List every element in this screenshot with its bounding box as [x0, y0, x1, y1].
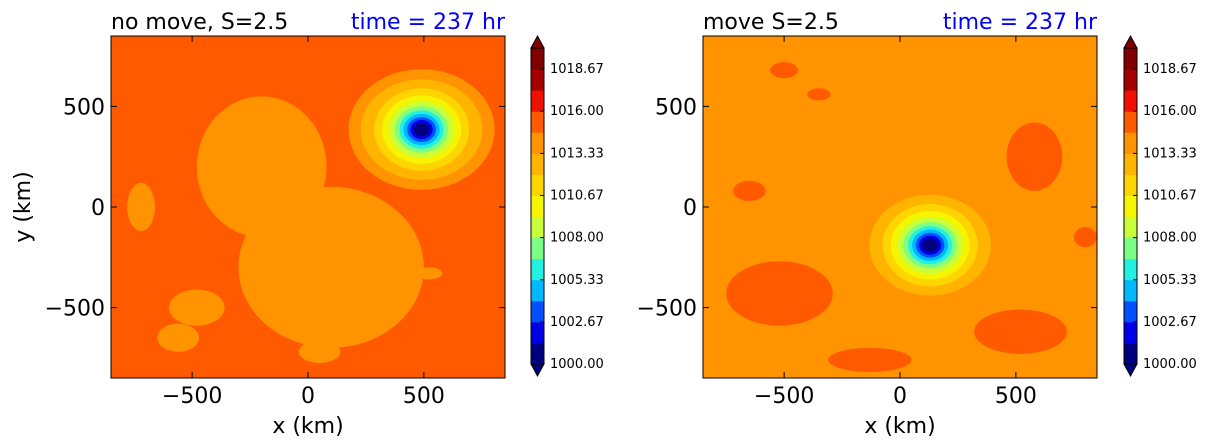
pressure-patch: [196, 96, 327, 238]
colorbar-segment: [1124, 48, 1137, 70]
colorbar-segment: [1124, 258, 1137, 281]
y-tick-label: 0: [91, 196, 105, 221]
pressure-patch: [1073, 227, 1097, 248]
panel-move: move S=2.5 time = 237 hr −500 0 500 −500 0 5…: [637, 10, 1197, 439]
colorbar-min-extension: [1123, 363, 1138, 378]
colorbar-segment: [531, 174, 544, 196]
pressure-patch: [414, 267, 443, 280]
colorbar-segment: [1124, 300, 1137, 323]
low-pressure-contour: [413, 122, 430, 137]
colorbar-segment: [531, 195, 544, 218]
pressure-patch: [127, 182, 156, 232]
y-tick-label: −500: [45, 297, 105, 322]
colorbar-segment: [1124, 111, 1137, 133]
pressure-patch: [733, 180, 766, 201]
x-tick-label: 0: [301, 384, 315, 409]
pressure-field: [703, 36, 1097, 378]
colorbar-segment: [1124, 174, 1137, 196]
y-axis: −500 0 500: [45, 95, 505, 322]
colorbar-segment: [1124, 321, 1137, 344]
colorbar-segment: [531, 132, 544, 154]
colorbar-segment: [1124, 90, 1137, 112]
colorbar-tick-label: 1005.33: [550, 273, 604, 288]
y-axis: −500 0 500: [637, 95, 1097, 322]
colorbar-segment: [1124, 342, 1137, 365]
pressure-field: [111, 36, 505, 378]
colorbar-frame: [1123, 47, 1138, 365]
x-axis-label: x (km): [864, 414, 935, 439]
x-tick-label: −500: [162, 384, 222, 409]
pressure-patch: [157, 323, 200, 352]
colorbar-segment: [531, 153, 544, 175]
panel-time-label: time = 237 hr: [351, 10, 506, 35]
panel-time-label: time = 237 hr: [943, 10, 1098, 35]
x-tick-label: 0: [893, 384, 907, 409]
colorbar-tick-label: 1010.67: [1143, 188, 1197, 203]
pressure-patch: [1006, 122, 1063, 191]
colorbar-segment: [531, 237, 544, 260]
colorbar-segment: [531, 69, 544, 91]
panel-title: no move, S=2.5: [111, 10, 288, 35]
colorbar-tick-label: 1000.00: [550, 357, 604, 372]
pressure-patch: [770, 62, 799, 79]
colorbar-tick-label: 1016.00: [1143, 104, 1197, 119]
x-axis-label: x (km): [272, 414, 343, 439]
colorbar-segment: [531, 258, 544, 281]
y-axis-label: y (km): [11, 171, 36, 242]
colorbar-tick-label: 1008.00: [1143, 231, 1197, 246]
colorbar-tick-label: 1018.67: [550, 62, 604, 77]
colorbar: 1000.00 1002.67 1005.33 1008.00 1010.67 1013.…: [530, 34, 604, 378]
y-tick-label: 500: [63, 95, 105, 120]
colorbar-segment: [1124, 195, 1137, 218]
y-tick-label: −500: [637, 297, 697, 322]
colorbar-tick-label: 1018.67: [1143, 62, 1197, 77]
x-axis: −500 0 500: [162, 36, 445, 409]
colorbar-tick-label: 1013.33: [550, 146, 604, 161]
colorbar-segment: [1124, 69, 1137, 91]
colorbar-segment: [1124, 237, 1137, 260]
pressure-patch: [807, 88, 831, 101]
colorbar-segment: [531, 279, 544, 302]
colorbar-segment: [1124, 279, 1137, 302]
x-tick-label: 500: [995, 384, 1037, 409]
colorbar-segment: [1124, 153, 1137, 175]
pressure-patch: [726, 261, 833, 326]
colorbar-segment: [531, 48, 544, 70]
y-tick-label: 0: [683, 196, 697, 221]
pressure-patch: [974, 309, 1067, 354]
colorbar-max-extension: [1123, 34, 1138, 49]
panel-no-move: no move, S=2.5 time = 237 hr −500 0 500 −5…: [11, 10, 604, 439]
colorbar-tick-label: 1008.00: [550, 231, 604, 246]
colorbar-segment: [1124, 132, 1137, 154]
colorbar-segment: [1124, 216, 1137, 239]
colorbar-segment: [531, 216, 544, 239]
x-axis: −500 0 500: [754, 36, 1037, 409]
colorbar-segment: [531, 321, 544, 344]
colorbar-segment: [531, 90, 544, 112]
pressure-patch: [298, 340, 341, 363]
colorbar-tick-label: 1000.00: [1143, 357, 1197, 372]
colorbar-min-extension: [530, 363, 545, 378]
pressure-patch: [828, 347, 912, 372]
colorbar-tick-label: 1016.00: [550, 104, 604, 119]
low-pressure-contour: [922, 238, 939, 253]
colorbar-tick-label: 1013.33: [1143, 146, 1197, 161]
colorbar-tick-label: 1010.67: [550, 188, 604, 203]
y-tick-label: 500: [655, 95, 697, 120]
colorbar: 1000.00 1002.67 1005.33 1008.00 1010.67 1013.…: [1123, 34, 1197, 378]
colorbar-tick-label: 1002.67: [1143, 315, 1197, 330]
colorbar-segment: [531, 300, 544, 323]
colorbar-segment: [531, 111, 544, 133]
colorbar-tick-label: 1005.33: [1143, 273, 1197, 288]
colorbar-segment: [531, 342, 544, 365]
pressure-patch: [168, 289, 225, 326]
x-tick-label: 500: [403, 384, 445, 409]
panel-title: move S=2.5: [703, 10, 839, 35]
colorbar-max-extension: [530, 34, 545, 49]
colorbar-frame: [530, 47, 545, 365]
x-tick-label: −500: [754, 384, 814, 409]
colorbar-tick-label: 1002.67: [550, 315, 604, 330]
